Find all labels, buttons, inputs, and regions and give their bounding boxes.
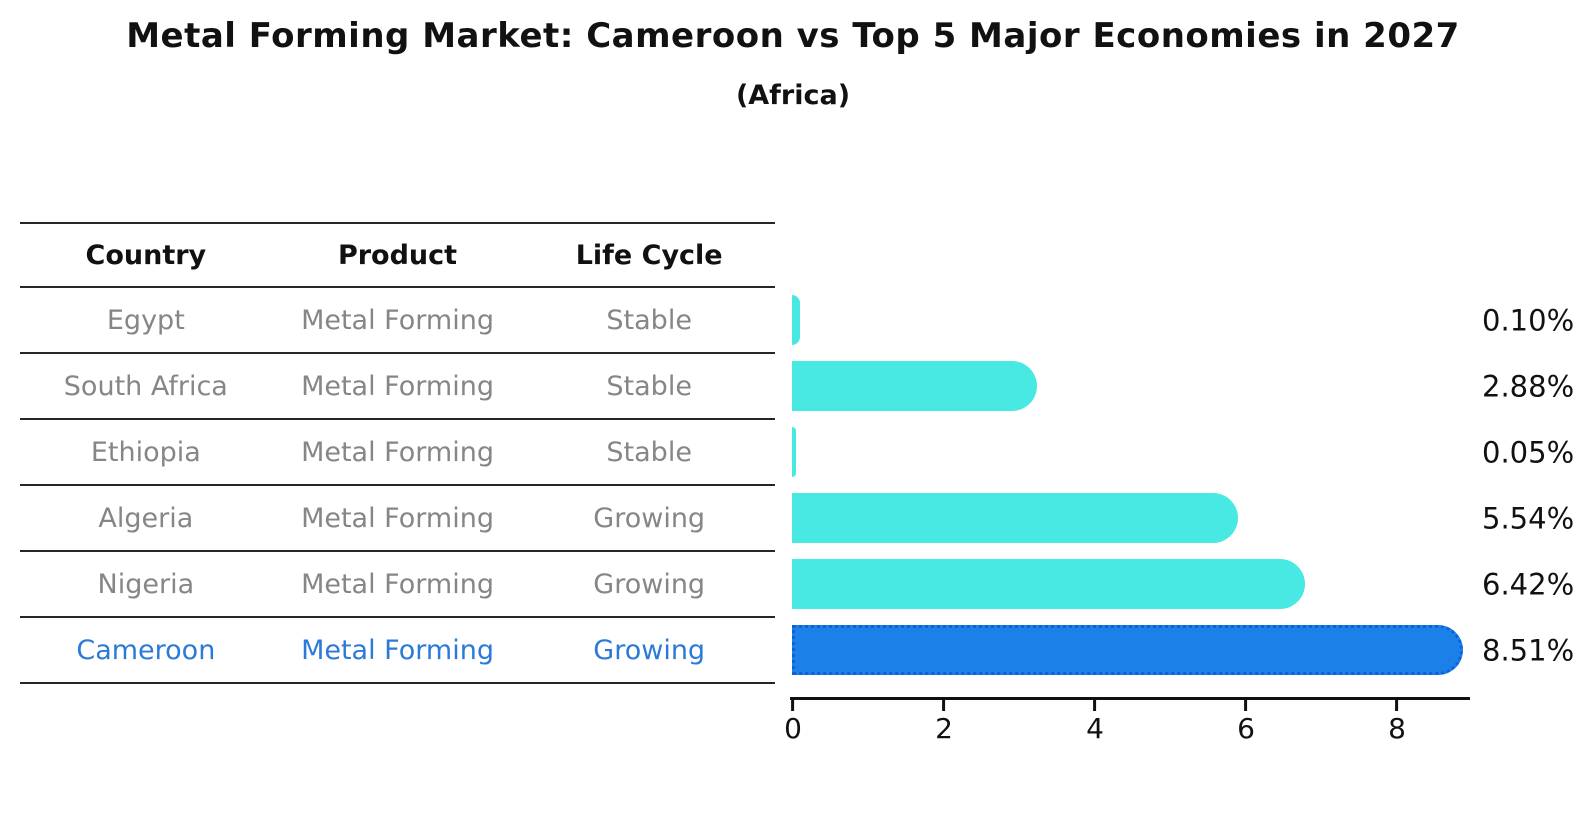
x-tick-4: 4 — [1086, 700, 1104, 745]
cell-life-cycle: Stable — [606, 436, 692, 468]
cell-product: Metal Forming — [301, 568, 494, 600]
table-row-egypt: Egypt Metal Forming Stable — [20, 288, 775, 354]
value-label-algeria: 5.54% — [1482, 501, 1575, 536]
table-row-south-africa: South Africa Metal Forming Stable — [20, 354, 775, 420]
cell-product: Metal Forming — [301, 634, 494, 666]
chart-row-egypt: 0.10% — [790, 286, 1586, 352]
tick-label: 2 — [935, 712, 953, 745]
header-life-cycle: Life Cycle — [575, 239, 723, 271]
bar-algeria — [792, 493, 1239, 543]
country-table: Country Product Life Cycle Egypt Metal F… — [20, 222, 775, 684]
value-label-nigeria: 6.42% — [1482, 567, 1575, 602]
tick-label: 0 — [784, 712, 802, 745]
tick-mark — [1093, 700, 1097, 711]
bar-nigeria — [792, 559, 1305, 609]
tick-mark — [1395, 700, 1399, 711]
value-label-cameroon: 8.51% — [1482, 633, 1575, 668]
table-header-row: Country Product Life Cycle — [20, 222, 775, 288]
cell-life-cycle: Growing — [593, 502, 706, 534]
cell-life-cycle: Growing — [593, 634, 706, 666]
x-tick-2: 2 — [935, 700, 953, 745]
bar-cameroon — [792, 625, 1463, 675]
chart-row-south-africa: 2.88% — [790, 352, 1586, 418]
chart-row-cameroon: 8.51% — [790, 616, 1586, 682]
value-label-ethiopia: 0.05% — [1482, 435, 1575, 470]
header-product: Product — [337, 239, 458, 271]
tick-label: 8 — [1388, 712, 1406, 745]
chart-row-algeria: 5.54% — [790, 484, 1586, 550]
page-title: Metal Forming Market: Cameroon vs Top 5 … — [126, 16, 1460, 56]
cell-life-cycle: Growing — [593, 568, 706, 600]
bar-south-africa — [792, 361, 1038, 411]
table-row-ethiopia: Ethiopia Metal Forming Stable — [20, 420, 775, 486]
x-tick-0: 0 — [784, 700, 802, 745]
bar-chart: 0.10% 2.88% 0.05% 5.54% 6.42% 8.51% — [790, 286, 1586, 682]
table-row-nigeria: Nigeria Metal Forming Growing — [20, 552, 775, 618]
page-subtitle: (Africa) — [735, 80, 851, 111]
cell-product: Metal Forming — [301, 304, 494, 336]
x-tick-6: 6 — [1237, 700, 1255, 745]
chart-row-ethiopia: 0.05% — [790, 418, 1586, 484]
cell-life-cycle: Stable — [606, 370, 692, 402]
cell-country: Egypt — [106, 304, 185, 336]
chart-row-nigeria: 6.42% — [790, 550, 1586, 616]
x-axis: 0 2 4 6 8 — [784, 697, 1470, 745]
table-row-cameroon: Cameroon Metal Forming Growing — [20, 618, 775, 684]
cell-country: South Africa — [63, 370, 228, 402]
cell-country: Ethiopia — [90, 436, 201, 468]
cell-country: Cameroon — [76, 634, 216, 666]
cell-country: Nigeria — [97, 568, 195, 600]
cell-product: Metal Forming — [301, 502, 494, 534]
cell-product: Metal Forming — [301, 370, 494, 402]
tick-label: 6 — [1237, 712, 1255, 745]
cell-product: Metal Forming — [301, 436, 494, 468]
bar-ethiopia — [792, 427, 796, 477]
header-country: Country — [85, 239, 207, 271]
tick-label: 4 — [1086, 712, 1104, 745]
value-label-egypt: 0.10% — [1482, 303, 1575, 338]
tick-mark — [1244, 700, 1248, 711]
tick-mark — [942, 700, 946, 711]
x-tick-8: 8 — [1388, 700, 1406, 745]
cell-life-cycle: Stable — [606, 304, 692, 336]
bar-egypt — [792, 295, 800, 345]
cell-country: Algeria — [98, 502, 194, 534]
tick-mark — [791, 700, 795, 711]
value-label-south-africa: 2.88% — [1482, 369, 1575, 404]
table-row-algeria: Algeria Metal Forming Growing — [20, 486, 775, 552]
